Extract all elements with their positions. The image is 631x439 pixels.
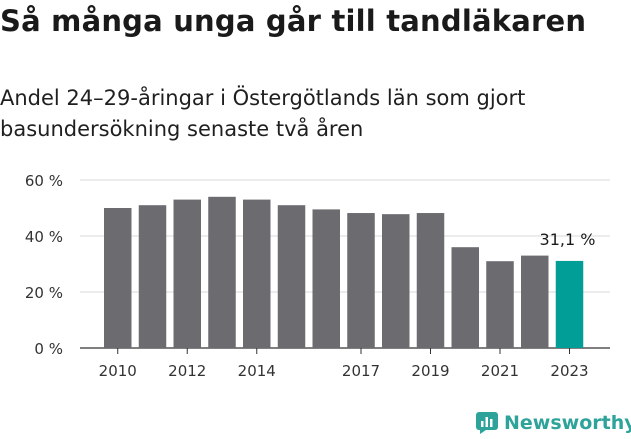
bar: [486, 261, 514, 348]
x-tick-label: 2010: [99, 362, 137, 380]
x-tick-label: 2023: [550, 362, 588, 380]
y-tick-label: 0 %: [34, 340, 63, 358]
bar: [451, 247, 479, 348]
bar: [382, 214, 410, 348]
bar: [243, 199, 271, 348]
newsworthy-logo: Newsworthy: [476, 408, 631, 438]
bar: [138, 205, 167, 348]
x-tick-label: 2012: [168, 362, 206, 380]
bar: [347, 213, 375, 348]
bar: [521, 255, 549, 348]
bar: [416, 213, 445, 348]
y-tick-label: 20 %: [25, 284, 63, 302]
bar: [173, 199, 201, 348]
bar: [104, 208, 132, 348]
chart-subtitle: Andel 24–29-åringar i Östergötlands län …: [0, 86, 526, 141]
y-tick-label: 40 %: [25, 228, 63, 246]
x-tick-label: 2019: [411, 362, 449, 380]
bar: [312, 209, 340, 348]
bar: [277, 205, 306, 348]
newsworthy-logo-icon: [476, 412, 498, 434]
bar-highlight: [555, 260, 584, 348]
data-label: 31,1 %: [540, 230, 596, 249]
x-tick-label: 2021: [481, 362, 519, 380]
chart-title: Så många unga går till tandläkaren: [0, 4, 587, 38]
bar: [208, 196, 236, 348]
x-tick-label: 2014: [238, 362, 276, 380]
x-tick-label: 2017: [342, 362, 380, 380]
brand-name: Newsworthy: [504, 412, 631, 434]
y-tick-label: 60 %: [25, 172, 63, 190]
